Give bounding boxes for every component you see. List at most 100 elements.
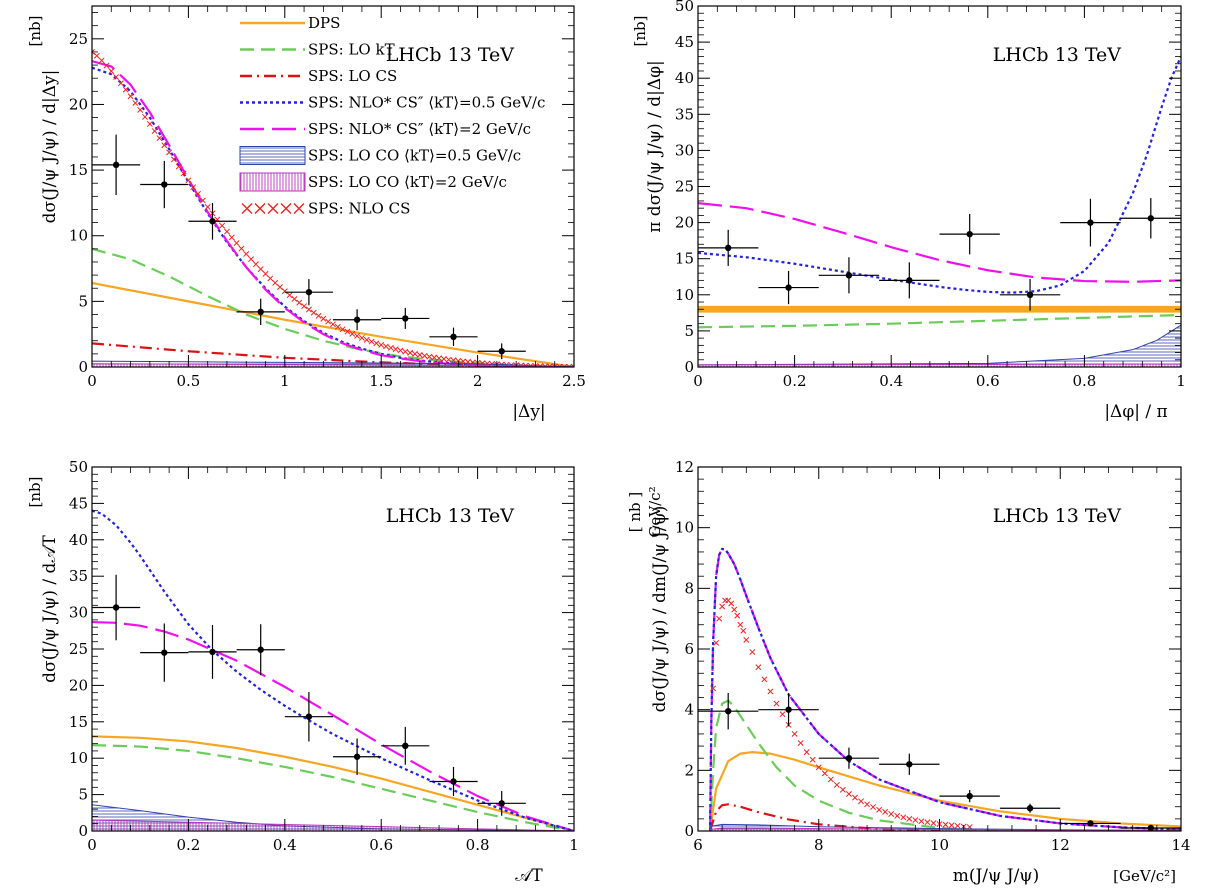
nlo-cs-marker xyxy=(870,804,877,810)
nlo-cs-marker xyxy=(180,170,187,177)
nlo-cs-marker xyxy=(888,811,895,817)
nlo-cs-marker xyxy=(330,321,336,328)
legend-swatch-cross xyxy=(241,203,253,214)
y-tick-label: 0 xyxy=(78,358,88,376)
nlo-cs-marker xyxy=(320,315,327,322)
curve-solid xyxy=(708,751,1181,831)
nlo-cs-marker xyxy=(170,156,177,163)
nlo-cs-marker xyxy=(291,296,298,302)
x-tick-label: 0.8 xyxy=(1072,372,1096,390)
data-point xyxy=(161,649,168,656)
curve-dashdot xyxy=(92,342,555,367)
y-axis-label: dσ(J/ψ J/ψ) / d|Δy| xyxy=(40,70,60,224)
y-tick-label: 50 xyxy=(675,0,694,15)
x-tick-label: 0.2 xyxy=(783,372,807,390)
data-point xyxy=(209,218,216,225)
nlo-cs-marker xyxy=(918,818,925,825)
nlo-cs-marker xyxy=(411,350,418,357)
band-4 xyxy=(698,324,1181,367)
nlo-cs-marker xyxy=(224,228,230,235)
y-tick-label: 4 xyxy=(684,701,694,719)
nlo-cs-marker xyxy=(440,356,447,362)
nlo-cs-marker xyxy=(392,346,399,353)
nlo-cs-marker xyxy=(166,149,173,156)
y-tick-label: 25 xyxy=(675,178,694,196)
curve-longdash xyxy=(708,547,1181,831)
nlo-cs-marker xyxy=(858,798,864,805)
nlo-cs-marker xyxy=(233,240,240,247)
y-tick-label: 50 xyxy=(69,458,88,476)
y-tick-label: 25 xyxy=(69,640,88,658)
legend-entry: SPS: LO CO ⟨kT⟩=0.5 GeV/c xyxy=(308,147,521,165)
nlo-cs-marker xyxy=(852,794,858,801)
nlo-cs-marker xyxy=(827,776,834,783)
nlo-cs-marker xyxy=(252,261,259,268)
band-5 xyxy=(698,363,1181,367)
data-point xyxy=(785,706,792,713)
nlo-cs-marker xyxy=(719,603,726,610)
nlo-cs-marker xyxy=(749,649,756,655)
x-tick-label: 0 xyxy=(87,372,97,390)
nlo-cs-marker xyxy=(315,312,322,319)
x-tick-label: 14 xyxy=(1171,836,1190,854)
nlo-cs-marker xyxy=(894,812,901,819)
data-point xyxy=(161,181,168,188)
plot-area xyxy=(698,56,1181,367)
x-axis-label: |Δy| xyxy=(512,402,545,422)
y-axis-label: π dσ(J/ψ J/ψ) / d|Δφ| xyxy=(645,60,665,233)
nlo-cs-marker xyxy=(142,113,148,120)
nlo-cs-marker xyxy=(156,135,163,142)
nlo-cs-marker xyxy=(713,639,720,646)
data-point xyxy=(257,646,264,653)
nlo-cs-marker xyxy=(954,822,961,829)
nlo-cs-marker xyxy=(310,309,317,316)
nlo-cs-marker xyxy=(737,621,744,628)
nlo-cs-marker xyxy=(906,815,913,822)
nlo-cs-marker xyxy=(761,676,768,683)
x-tick-label: 0.4 xyxy=(879,372,903,390)
nlo-cs-marker xyxy=(219,222,226,229)
y-tick-label: 15 xyxy=(69,161,88,179)
y-axis-unit: [nb] xyxy=(631,16,649,47)
y-tick-label: 20 xyxy=(69,676,88,694)
legend-entry: SPS: LO CS xyxy=(308,67,397,85)
data-point xyxy=(966,792,973,800)
plot-area xyxy=(708,547,1181,831)
data-point xyxy=(209,648,216,656)
y-tick-label: 45 xyxy=(69,494,88,512)
nlo-cs-marker xyxy=(228,234,235,241)
x-tick-label: 0.4 xyxy=(273,836,297,854)
x-tick-label: 1 xyxy=(280,372,290,390)
nlo-cs-marker xyxy=(349,330,356,337)
experiment-tag: LHCb 13 TeV xyxy=(386,505,515,527)
plot-frame xyxy=(91,5,575,368)
nlo-cs-marker xyxy=(731,606,738,613)
nlo-cs-marker xyxy=(190,184,197,191)
y-tick-label: 10 xyxy=(675,519,694,537)
x-tick-label: 12 xyxy=(1051,836,1070,854)
legend-entry: SPS: NLO CS xyxy=(308,200,410,218)
data-point xyxy=(1026,291,1034,298)
band-0 xyxy=(698,305,1181,313)
x-tick-label: 0.6 xyxy=(976,372,1000,390)
panel-delta-y: 0 0.5 1 1.5 2 2.5 0 5 10 15 20 25 LHCb 13 TeV |Δy| dσ(… xyxy=(26,5,586,422)
nlo-cs-marker xyxy=(900,814,907,821)
nlo-cs-marker xyxy=(368,338,375,345)
y-tick-label: 5 xyxy=(78,292,88,310)
nlo-cs-marker xyxy=(716,615,723,622)
nlo-cs-marker xyxy=(387,344,394,351)
curve-dash xyxy=(698,313,1181,329)
nlo-cs-marker xyxy=(426,353,433,360)
data-point xyxy=(845,755,853,762)
nlo-cs-marker xyxy=(815,764,822,771)
x-axis-label: m(J/ψ J/ψ) xyxy=(953,866,1040,886)
curve-dot xyxy=(698,56,1181,294)
data-point xyxy=(906,277,913,284)
nlo-cs-marker xyxy=(243,251,250,257)
y-tick-label: 40 xyxy=(675,69,694,87)
nlo-cs-marker xyxy=(185,177,192,184)
nlo-cs-marker xyxy=(238,245,245,252)
nlo-cs-marker xyxy=(383,343,389,350)
